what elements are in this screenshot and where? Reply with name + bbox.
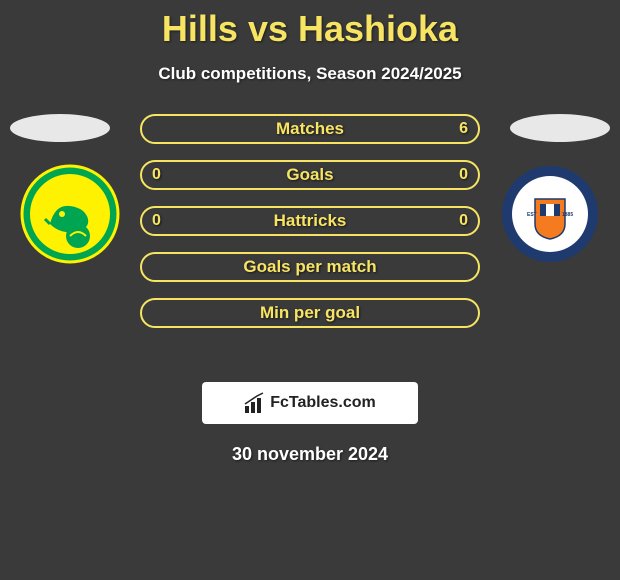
stat-label: Matches	[276, 119, 344, 139]
brand-text: FcTables.com	[270, 394, 376, 412]
right-club-badge: LUTON TOWN FOOTBALL CLUB EST 1885	[500, 164, 600, 264]
svg-text:1885: 1885	[562, 212, 573, 218]
stat-left-value: 0	[152, 212, 161, 230]
stat-row-min-per-goal: Min per goal	[140, 298, 480, 328]
date-text: 30 november 2024	[0, 444, 620, 465]
stat-label: Hattricks	[274, 211, 347, 231]
svg-text:EST: EST	[527, 212, 537, 218]
stat-left-value: 0	[152, 166, 161, 184]
brand-logo-box[interactable]: FcTables.com	[202, 382, 418, 424]
right-ellipse-shadow	[510, 114, 610, 142]
stat-label: Min per goal	[260, 303, 360, 323]
page-title: Hills vs Hashioka	[0, 0, 620, 50]
norwich-badge-icon	[20, 164, 120, 264]
stat-row-matches: Matches 6	[140, 114, 480, 144]
stat-right-value: 0	[459, 212, 468, 230]
comparison-area: LUTON TOWN FOOTBALL CLUB EST 1885 Matche…	[0, 114, 620, 374]
stat-right-value: 0	[459, 166, 468, 184]
stat-row-goals: 0 Goals 0	[140, 160, 480, 190]
left-ellipse-shadow	[10, 114, 110, 142]
stat-rows-container: Matches 6 0 Goals 0 0 Hattricks 0 Goals …	[140, 114, 480, 344]
stat-row-goals-per-match: Goals per match	[140, 252, 480, 282]
luton-badge-icon: LUTON TOWN FOOTBALL CLUB EST 1885	[500, 164, 600, 264]
stat-label: Goals per match	[243, 257, 376, 277]
bar-chart-icon	[244, 392, 266, 414]
left-club-badge	[20, 164, 120, 264]
stat-row-hattricks: 0 Hattricks 0	[140, 206, 480, 236]
stat-right-value: 6	[459, 120, 468, 138]
stat-label: Goals	[286, 165, 333, 185]
page-subtitle: Club competitions, Season 2024/2025	[0, 64, 620, 84]
